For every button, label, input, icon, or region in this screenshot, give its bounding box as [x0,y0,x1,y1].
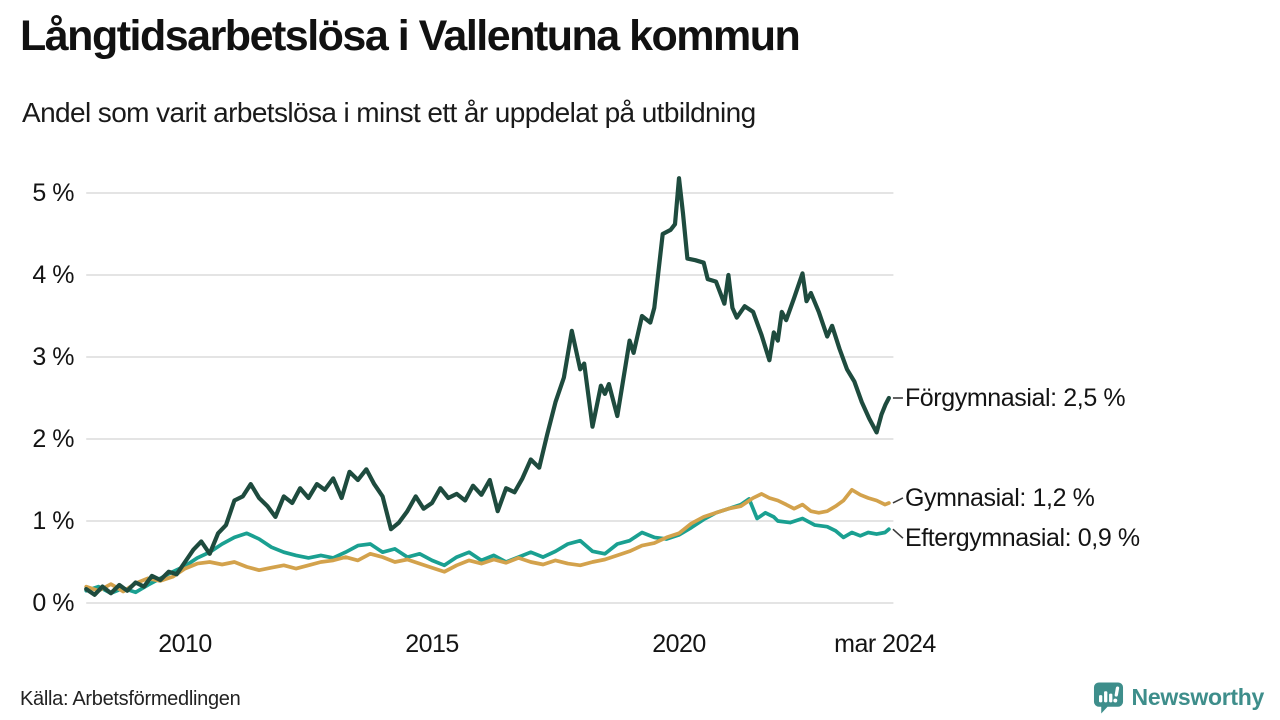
x-axis-tick-label: 2020 [652,630,706,658]
x-axis-tick-label: 2015 [405,630,459,658]
x-axis-tick-label: 2010 [158,630,212,658]
series-line-gymnasial [84,487,891,594]
y-axis-tick-label: 0 % [32,589,74,617]
y-axis-tick-label: 5 % [32,179,74,207]
label-connector-eftergymnasial [892,528,904,539]
series-end-label-eftergymnasial: Eftergymnasial: 0,9 % [904,524,1140,553]
y-axis-tick-label: 4 % [32,261,74,289]
label-connector-gymnasial [892,497,904,504]
page-subtitle: Andel som varit arbetslösa i minst ett å… [22,97,756,128]
source-note: Källa: Arbetsförmedlingen [20,688,241,710]
y-axis-tick-label: 1 % [32,507,74,535]
page-title: Långtidsarbetslösa i Vallentuna kommun [20,12,801,60]
series-line-forgymnasial [84,176,891,597]
x-axis-tick-label: mar 2024 [834,630,936,658]
brand-logo: Newsworthy [1093,681,1264,714]
y-axis-tick-label: 2 % [32,425,74,453]
newsworthy-icon [1093,682,1123,714]
brand-name: Newsworthy [1131,684,1265,710]
series-end-label-forgymnasial: Förgymnasial: 2,5 % [904,384,1126,412]
series-end-label-gymnasial: Gymnasial: 1,2 % [904,483,1095,512]
y-axis-tick-label: 3 % [32,343,74,371]
